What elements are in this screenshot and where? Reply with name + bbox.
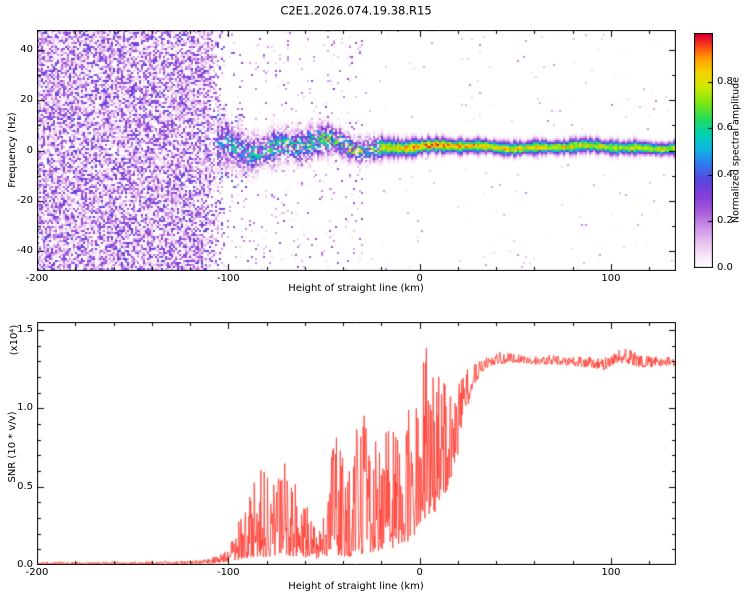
tick-label: 1.5	[17, 323, 33, 335]
tick-label: 0.8	[717, 75, 733, 87]
tick-label: 0	[26, 144, 33, 156]
tick-label: -20	[16, 194, 33, 206]
tick-label: 0.0	[17, 559, 33, 570]
tick-label: -200	[25, 567, 49, 578]
spectrogram-xlabel: Height of straight line (km)	[288, 283, 424, 294]
tick-label: 100	[601, 567, 621, 578]
spectrogram-plot	[37, 30, 676, 271]
tick-label: -100	[216, 273, 240, 284]
figure-title: C2E1.2026.074.19.38.R15	[280, 3, 432, 18]
tick-label: 0	[416, 273, 423, 284]
spectrogram-ylabel: Frequency (Hz)	[7, 112, 18, 188]
tick-label: 1.0	[17, 402, 33, 414]
tick-label: 40	[20, 44, 33, 56]
tick-label: 0.5	[17, 480, 33, 492]
tick-label: 0.2	[717, 215, 733, 227]
tick-label: 100	[601, 273, 621, 284]
snr-ylabel: SNR (10 * v/v)	[7, 411, 18, 483]
tick-label: -200	[25, 273, 49, 284]
colorbar-label: Normalized spectral amplitude	[730, 76, 742, 224]
snr-plot	[37, 322, 676, 565]
tick-label: 0.4	[717, 168, 733, 180]
snr-xlabel: Height of straight line (km)	[288, 581, 424, 592]
tick-label: -100	[216, 567, 240, 578]
tick-label: 0.0	[717, 262, 733, 273]
tick-label: 20	[20, 94, 33, 106]
tick-label: 0	[416, 567, 423, 578]
colorbar	[694, 33, 713, 268]
tick-label: -40	[16, 244, 33, 256]
tick-label: 0.6	[717, 122, 733, 134]
